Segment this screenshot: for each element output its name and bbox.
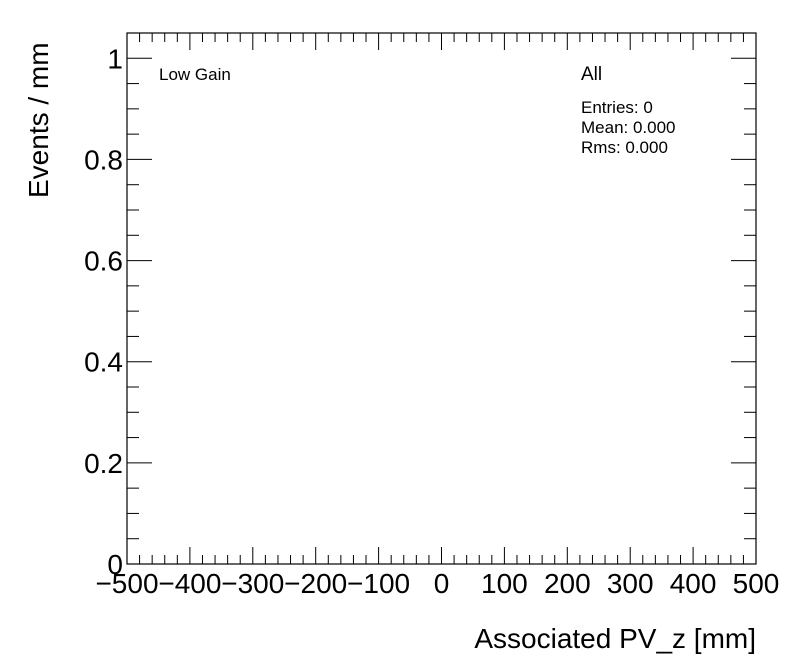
x-tick-label: −200 (284, 568, 347, 599)
x-tick-label: −100 (347, 568, 410, 599)
x-tick-label: −300 (221, 568, 284, 599)
low-gain-label: Low Gain (159, 65, 231, 84)
stats-rms: Rms: 0.000 (581, 138, 668, 157)
plot-frame (126, 32, 757, 565)
x-tick-label: 100 (481, 568, 528, 599)
x-tick-label: 500 (733, 568, 780, 599)
x-tick-label: 300 (607, 568, 654, 599)
y-tick-label: 1 (107, 43, 123, 74)
y-tick-label: 0 (107, 549, 123, 580)
y-axis-title: Events / mm (23, 42, 54, 198)
x-tick-label: −500 (95, 568, 158, 599)
x-tick-label: 400 (670, 568, 717, 599)
x-tick-label: 0 (434, 568, 450, 599)
y-tick-label: 0.6 (84, 246, 123, 277)
x-tick-label: −400 (158, 568, 221, 599)
y-tick-label: 0.8 (84, 144, 123, 175)
y-ticks (127, 32, 756, 565)
y-tick-label: 0.2 (84, 448, 123, 479)
stats-title: All (581, 64, 602, 85)
x-axis-title: Associated PV_z [mm] (474, 623, 756, 654)
x-tick-label: 200 (544, 568, 591, 599)
x-ticks (126, 33, 757, 564)
x-tick-labels: −500 −400 −300 −200 −100 0 100 200 300 400 500 (95, 568, 779, 599)
y-tick-labels: 0 0.2 0.4 0.6 0.8 1 (84, 43, 123, 580)
y-tick-label: 0.4 (84, 347, 123, 378)
stats-mean: Mean: 0.000 (581, 118, 676, 137)
stats-entries: Entries: 0 (581, 98, 653, 117)
